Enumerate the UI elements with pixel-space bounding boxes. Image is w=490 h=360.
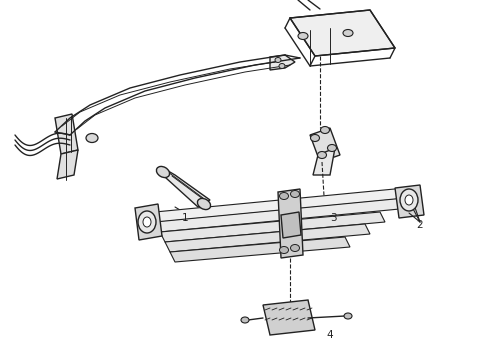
Ellipse shape (318, 152, 326, 158)
Ellipse shape (343, 30, 353, 36)
Polygon shape (263, 300, 315, 335)
Ellipse shape (344, 313, 352, 319)
Text: 2: 2 (416, 220, 423, 230)
Ellipse shape (86, 134, 98, 143)
Ellipse shape (279, 63, 285, 68)
Polygon shape (290, 10, 395, 56)
Text: 1: 1 (182, 213, 188, 223)
Ellipse shape (327, 144, 337, 152)
Ellipse shape (279, 193, 289, 199)
Ellipse shape (197, 198, 211, 210)
Polygon shape (170, 237, 350, 262)
Polygon shape (270, 55, 295, 70)
Ellipse shape (320, 126, 329, 134)
Ellipse shape (405, 195, 413, 205)
Polygon shape (163, 168, 210, 207)
Polygon shape (165, 224, 370, 252)
Ellipse shape (138, 211, 156, 233)
Polygon shape (155, 188, 410, 222)
Text: 4: 4 (327, 330, 333, 340)
Ellipse shape (143, 217, 151, 227)
Polygon shape (135, 204, 162, 240)
Polygon shape (155, 198, 410, 232)
Ellipse shape (400, 189, 418, 211)
Ellipse shape (275, 58, 281, 63)
Ellipse shape (156, 166, 170, 177)
Polygon shape (278, 189, 303, 258)
Ellipse shape (279, 247, 289, 253)
Polygon shape (160, 212, 385, 242)
Ellipse shape (241, 317, 249, 323)
Polygon shape (57, 150, 78, 179)
Polygon shape (310, 128, 340, 162)
Polygon shape (55, 114, 78, 154)
Polygon shape (281, 212, 301, 238)
Ellipse shape (291, 190, 299, 198)
Polygon shape (313, 148, 335, 175)
Ellipse shape (291, 244, 299, 252)
Text: 3: 3 (330, 213, 336, 223)
Ellipse shape (311, 135, 319, 141)
Ellipse shape (298, 32, 308, 40)
Polygon shape (395, 185, 424, 218)
